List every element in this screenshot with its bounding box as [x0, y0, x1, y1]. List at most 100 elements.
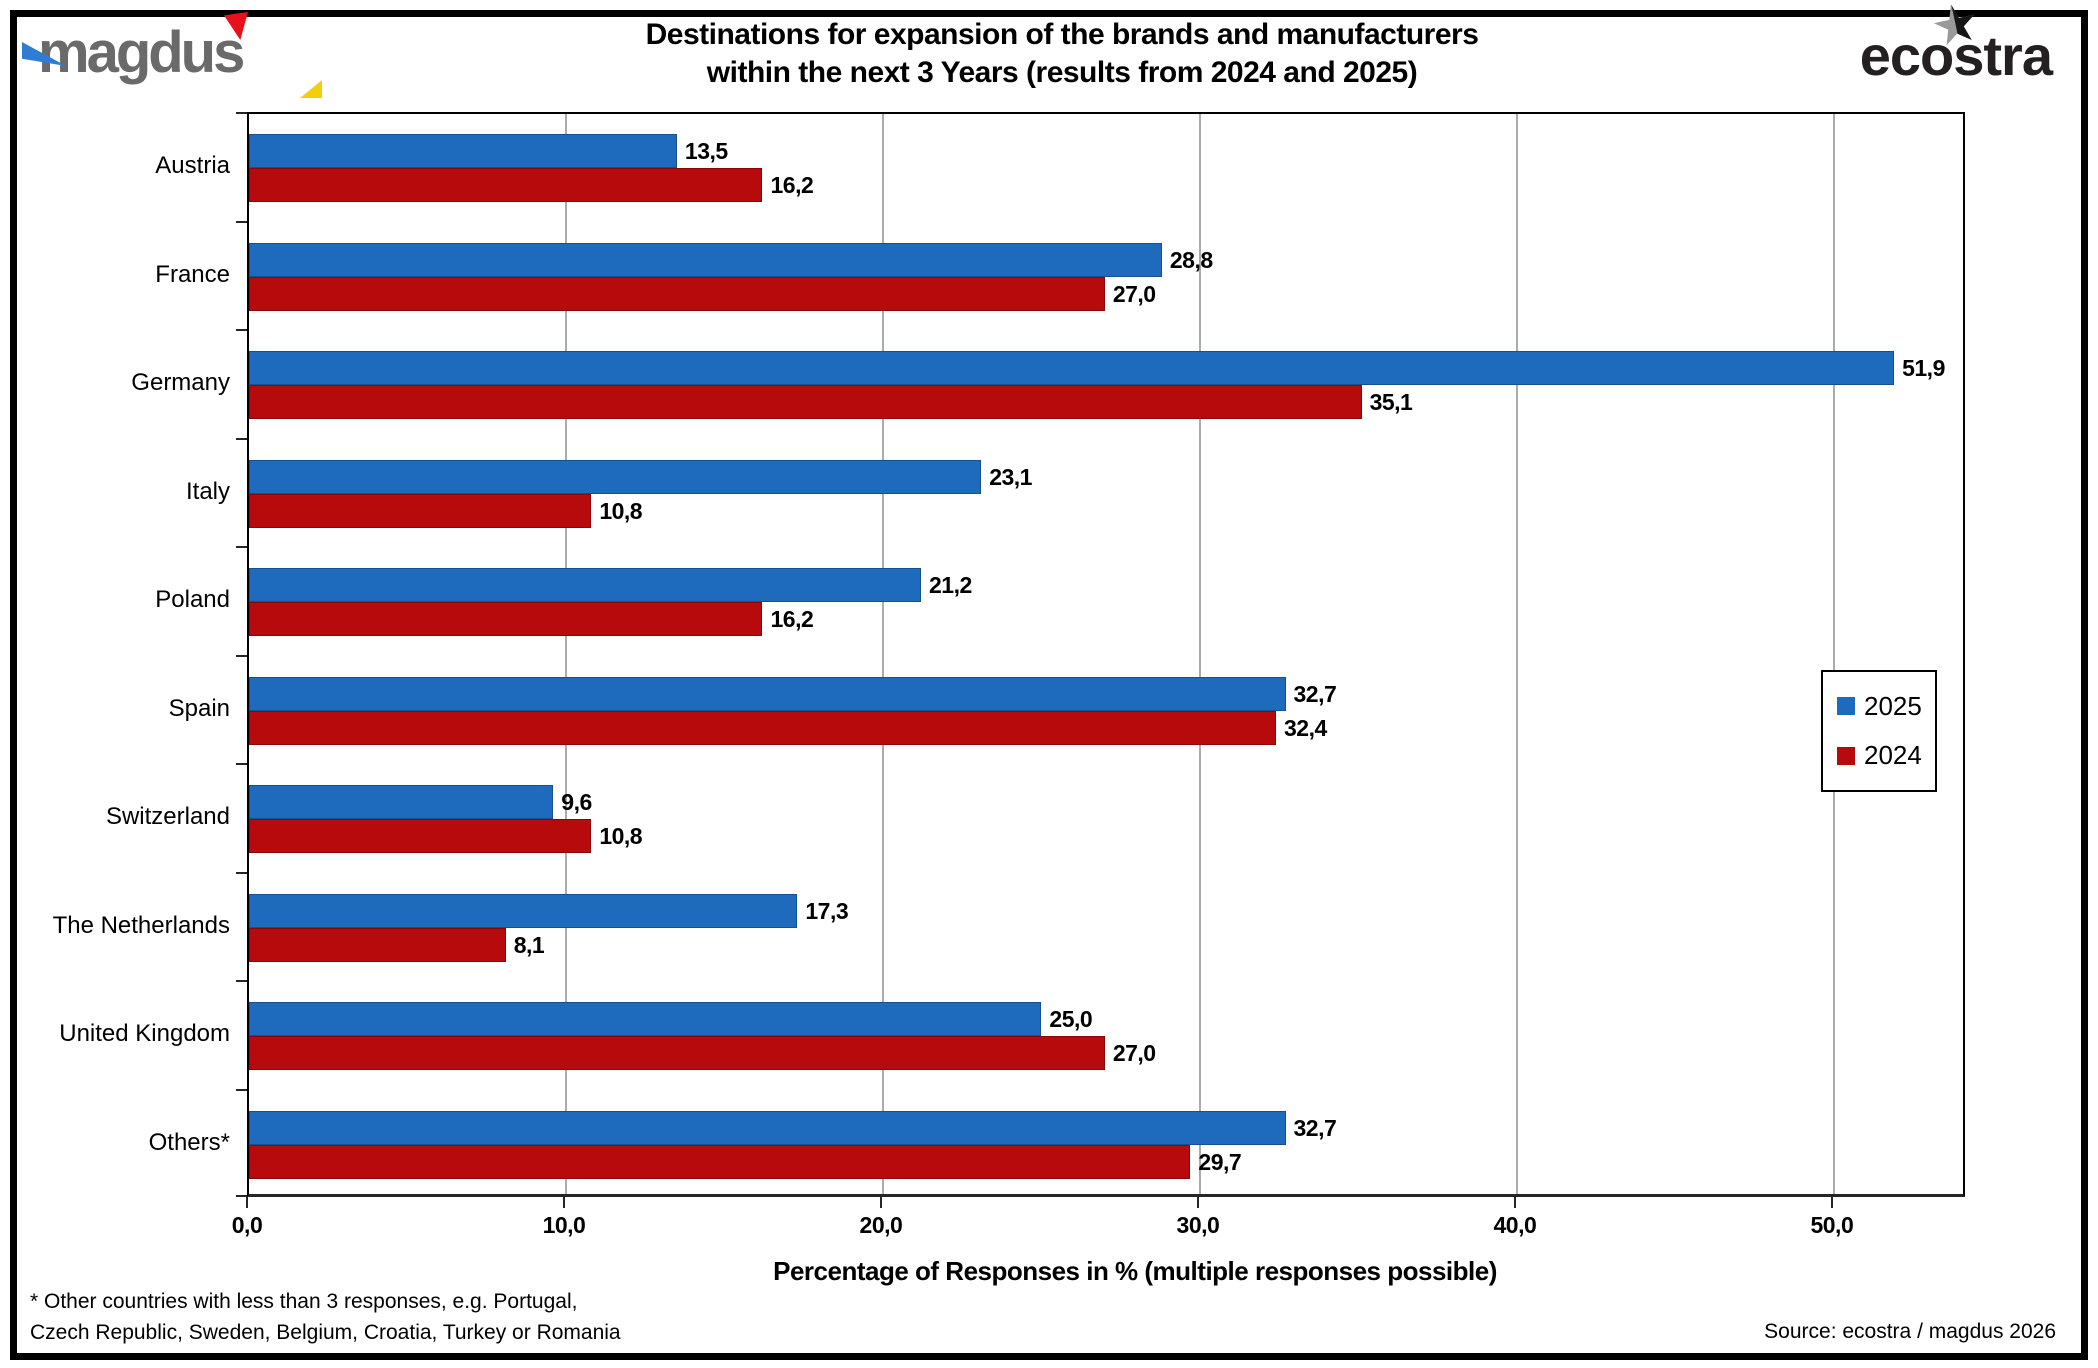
y-axis-tick [236, 1088, 247, 1091]
x-axis-tick [246, 1197, 248, 1208]
bar-2024 [249, 385, 1362, 420]
bar-value-label: 28,8 [1169, 246, 1213, 273]
legend: 2025 2024 [1821, 670, 1937, 792]
chart-title: Destinations for expansion of the brands… [646, 16, 1479, 92]
bar-2025 [249, 893, 798, 928]
category-label: Others* [148, 1128, 230, 1156]
y-axis-tick [236, 871, 247, 874]
bar-value-label: 21,2 [928, 572, 972, 599]
category-label: Austria [155, 152, 230, 180]
bar-2024 [249, 168, 763, 203]
category-label: The Netherlands [52, 911, 230, 939]
ecostra-star-icon: ★ ★ [1928, 0, 1981, 56]
bar-value-label: 17,3 [805, 897, 849, 924]
bar-2024 [249, 602, 763, 637]
bar-2025 [249, 676, 1286, 711]
gridline [1198, 114, 1201, 1194]
magdus-logo-text: magdus [38, 20, 245, 85]
bar-value-label: 35,1 [1369, 389, 1413, 416]
x-axis-tick-label: 40,0 [1493, 1212, 1537, 1238]
bar-value-label: 10,8 [599, 497, 643, 524]
bar-value-label: 16,2 [770, 172, 814, 199]
chart-title-line1: Destinations for expansion of the brands… [645, 18, 1479, 51]
legend-item-2025: 2025 [1837, 691, 1935, 722]
ecostra-logo-text: ecostra [1859, 24, 2053, 87]
y-axis-tick [236, 654, 247, 657]
legend-item-2024: 2024 [1837, 740, 1935, 771]
gridline [881, 114, 884, 1194]
bar-2025 [249, 1002, 1042, 1037]
bar-value-label: 32,4 [1283, 714, 1327, 741]
x-axis-tick [1830, 1197, 1833, 1208]
x-axis-tick-label: 10,0 [542, 1212, 586, 1238]
footnote-line1: * Other countries with less than 3 respo… [30, 1290, 578, 1313]
bar-value-label: 23,1 [989, 463, 1032, 490]
bar-2025 [249, 568, 921, 603]
category-label: Spain [168, 694, 230, 722]
footnote: * Other countries with less than 3 respo… [30, 1286, 621, 1348]
bar-2024 [249, 276, 1105, 311]
source-credit: Source: ecostra / magdus 2026 [1764, 1320, 2056, 1343]
bar-value-label: 32,7 [1293, 680, 1337, 707]
x-axis-tick-label: 0,0 [231, 1212, 263, 1238]
bar-value-label: 9,6 [561, 789, 592, 816]
bar-value-label: 10,8 [599, 823, 643, 850]
bar-2025 [249, 134, 677, 169]
category-label: Poland [155, 586, 230, 614]
x-axis-tick-label: 20,0 [859, 1212, 903, 1238]
y-axis-tick [236, 546, 247, 548]
category-label: France [155, 260, 230, 288]
plot-area: 2025 2024 13,5 16,2 28,8 27,0 51,9 35,1 23,1 10… [247, 112, 1965, 1197]
y-axis-tick [236, 112, 247, 114]
gridline [1515, 114, 1518, 1194]
bar-2025 [249, 1110, 1286, 1145]
footnote-line2: Czech Republic, Sweden, Belgium, Croatia… [30, 1321, 621, 1344]
legend-swatch-2024 [1837, 746, 1855, 765]
chart-title-line2: within the next 3 Years (results from 20… [706, 56, 1418, 89]
bar-2025 [249, 785, 554, 820]
bar-value-label: 16,2 [770, 606, 814, 633]
bar-value-label: 29,7 [1198, 1148, 1242, 1175]
bar-value-label: 51,9 [1902, 355, 1945, 382]
bar-value-label: 27,0 [1112, 1040, 1156, 1067]
y-axis-tick [236, 329, 247, 331]
category-label: Switzerland [105, 803, 230, 831]
category-label: Italy [185, 477, 230, 505]
legend-label-2025: 2025 [1864, 690, 1922, 721]
x-axis-tick-label: 30,0 [1176, 1212, 1220, 1238]
bar-value-label: 8,1 [513, 931, 545, 958]
bar-2025 [249, 459, 982, 494]
bar-value-label: 32,7 [1293, 1114, 1337, 1141]
ecostra-logo: ★ ★ ecostra [1859, 0, 2053, 88]
bar-value-label: 27,0 [1112, 280, 1156, 307]
y-axis-tick [236, 437, 247, 440]
y-axis-tick [236, 763, 247, 765]
bar-2025 [249, 351, 1895, 386]
x-axis-tick-label: 50,0 [1810, 1212, 1854, 1238]
x-axis-tick [1513, 1197, 1516, 1208]
x-axis-title: Percentage of Responses in % (multiple r… [773, 1256, 1497, 1286]
bar-value-label: 25,0 [1049, 1006, 1093, 1033]
bar-2024 [249, 927, 506, 962]
gridline [1832, 114, 1835, 1194]
category-label: United Kingdom [59, 1020, 230, 1048]
y-axis-tick [236, 980, 247, 982]
category-axis: Austria France Germany Italy Poland Spain Swit… [0, 112, 230, 1197]
legend-swatch-2025 [1837, 697, 1855, 716]
bar-2025 [249, 242, 1162, 277]
gridline [564, 114, 567, 1194]
category-label: Germany [131, 369, 230, 397]
legend-label-2024: 2024 [1864, 740, 1922, 771]
magdus-logo: magdus [22, 12, 322, 98]
x-axis-tick [879, 1197, 882, 1208]
y-axis-tick [236, 1195, 247, 1197]
magdus-yellow-triangle-icon [300, 80, 322, 98]
bar-value-label: 13,5 [684, 138, 728, 165]
bar-2024 [249, 1144, 1191, 1179]
bar-2024 [249, 1036, 1105, 1071]
x-axis-tick [1196, 1197, 1199, 1208]
y-axis-tick [236, 220, 247, 223]
bar-2024 [249, 493, 592, 528]
bar-2024 [249, 819, 592, 854]
